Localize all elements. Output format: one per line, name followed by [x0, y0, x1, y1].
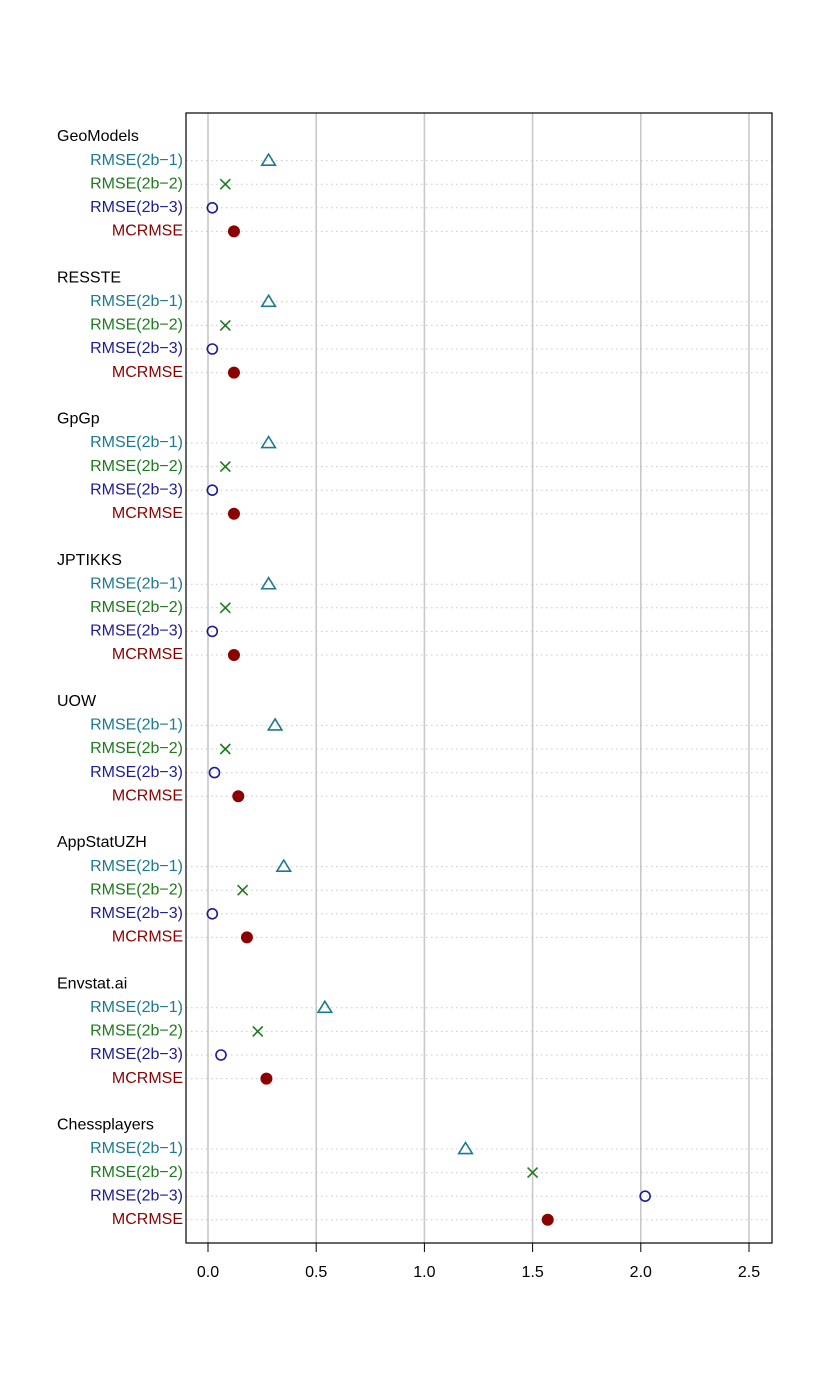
metric-label: MCRMSE — [112, 223, 183, 240]
triangle-marker — [266, 717, 284, 731]
group-label: GpGp — [57, 411, 100, 428]
metric-label: RMSE(2b−1) — [90, 1140, 183, 1157]
x-axis: 0.0 0.5 1.0 1.5 2.0 2.5 — [197, 1242, 760, 1281]
metric-label: RMSE(2b−1) — [90, 717, 183, 734]
metric-label: RMSE(2b−1) — [90, 293, 183, 310]
metric-label: RMSE(2b−2) — [90, 599, 183, 616]
filled-circle-marker — [227, 366, 240, 379]
group-label: JPTIKKS — [57, 552, 122, 569]
cross-marker — [219, 319, 231, 331]
metric-label: RMSE(2b−3) — [90, 481, 183, 498]
x-tick-label: 0.5 — [305, 1264, 327, 1281]
cross-marker — [219, 743, 231, 755]
x-tick-label: 2.5 — [738, 1264, 760, 1281]
open-circle-marker — [206, 625, 219, 638]
cross-stroke — [237, 884, 249, 896]
metric-label: RMSE(2b−1) — [90, 858, 183, 875]
filled-circle-marker — [232, 790, 245, 803]
metric-label: RMSE(2b−3) — [90, 623, 183, 640]
triangle-marker — [275, 858, 292, 872]
metric-label: RMSE(2b−3) — [90, 1046, 183, 1063]
metric-label: RMSE(2b−1) — [90, 575, 183, 592]
group-label: AppStatUZH — [57, 834, 147, 851]
cross-marker — [527, 1167, 539, 1179]
metric-label: MCRMSE — [112, 1211, 183, 1228]
group-label: Envstat.ai — [57, 975, 127, 992]
open-circle-marker — [206, 907, 219, 920]
cross-marker — [219, 178, 231, 190]
triangle-marker — [260, 152, 277, 166]
cross-marker — [252, 1025, 264, 1037]
cross-marker — [237, 884, 249, 896]
filled-circle-marker — [227, 507, 240, 520]
x-tick-label: 1.0 — [413, 1264, 435, 1281]
open-circle-marker — [215, 1049, 227, 1061]
cross-stroke — [527, 1167, 539, 1179]
metric-label: MCRMSE — [112, 1070, 183, 1087]
metric-label: MCRMSE — [112, 646, 183, 663]
cross-stroke — [219, 319, 231, 331]
open-circle-marker — [206, 343, 219, 355]
cross-stroke — [252, 1025, 264, 1037]
cross-stroke — [219, 602, 231, 614]
group-label: GeoModels — [57, 128, 139, 145]
metric-label: RMSE(2b−2) — [90, 881, 183, 898]
group-label: Chessplayers — [57, 1117, 154, 1134]
cross-stroke — [219, 743, 231, 755]
triangle-marker — [316, 999, 334, 1014]
cross-marker — [219, 602, 231, 614]
metric-label: RMSE(2b−3) — [90, 340, 183, 357]
metric-label: RMSE(2b−2) — [90, 740, 183, 757]
group-label: UOW — [57, 693, 97, 710]
triangle-marker — [457, 1140, 474, 1155]
metric-label: MCRMSE — [112, 364, 183, 381]
grid-lines — [207, 113, 750, 1243]
x-tick-label: 0.0 — [197, 1264, 219, 1281]
filled-circle-marker — [240, 931, 253, 944]
metric-label: MCRMSE — [112, 929, 183, 946]
metric-label: RMSE(2b−3) — [90, 905, 183, 922]
cross-marker — [219, 461, 231, 473]
cross-stroke — [219, 178, 231, 190]
open-circle-marker — [639, 1190, 651, 1202]
metric-label: RMSE(2b−2) — [90, 317, 183, 334]
row-labels: GeoModels RMSE(2b−1) RMSE(2b−2) RMSE(2b−3) M… — [57, 128, 183, 1228]
cross-stroke — [219, 461, 231, 473]
metric-label: MCRMSE — [112, 787, 183, 804]
row-guide-lines — [186, 160, 772, 1221]
metric-label: RMSE(2b−2) — [90, 458, 183, 475]
group-label: RESSTE — [57, 269, 121, 286]
metric-label: RMSE(2b−1) — [90, 434, 183, 451]
metric-label: RMSE(2b−1) — [90, 999, 183, 1016]
triangle-marker — [260, 576, 277, 590]
open-circle-marker — [208, 766, 221, 779]
metric-label: RMSE(2b−3) — [90, 764, 183, 781]
metric-label: MCRMSE — [112, 505, 183, 522]
open-circle-marker — [206, 484, 219, 497]
metric-label: RMSE(2b−1) — [90, 152, 183, 169]
metric-label: RMSE(2b−2) — [90, 175, 183, 192]
open-circle-marker — [206, 202, 219, 214]
metric-label: RMSE(2b−3) — [90, 1187, 183, 1204]
x-tick-label: 2.0 — [630, 1264, 652, 1281]
metric-label: RMSE(2b−2) — [90, 1023, 183, 1040]
triangle-marker — [260, 293, 277, 308]
plot-frame — [185, 112, 773, 1244]
filled-circle-marker — [260, 1072, 273, 1085]
filled-circle-marker — [227, 225, 240, 238]
metric-label: RMSE(2b−2) — [90, 1164, 183, 1181]
data-points — [206, 152, 651, 1226]
filled-circle-marker — [541, 1213, 554, 1226]
x-tick-label: 1.5 — [521, 1264, 543, 1281]
triangle-marker — [260, 434, 277, 449]
filled-circle-marker — [227, 649, 240, 661]
metric-label: RMSE(2b−3) — [90, 199, 183, 216]
